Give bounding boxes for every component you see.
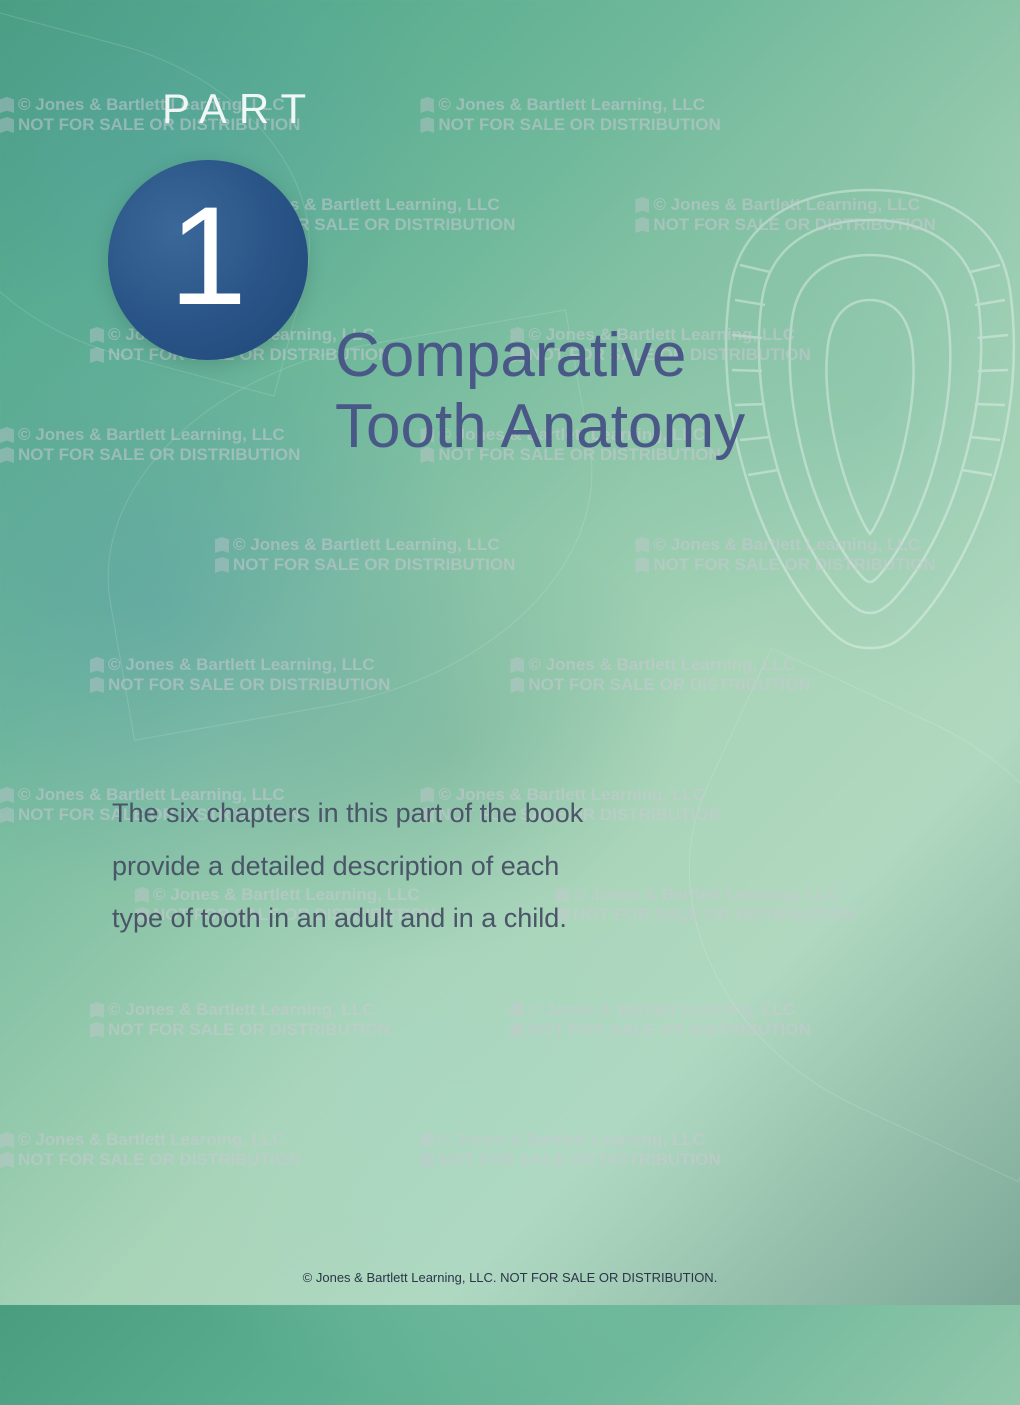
part-number-badge: 1 bbox=[108, 160, 308, 360]
part-title: Comparative Tooth Anatomy bbox=[335, 320, 745, 463]
footer-copyright: © Jones & Bartlett Learning, LLC. NOT FO… bbox=[0, 1270, 1020, 1285]
part-number: 1 bbox=[169, 186, 247, 326]
page-content: PART 1 Comparative Tooth Anatomy The six… bbox=[0, 0, 1020, 1305]
title-line-1: Comparative bbox=[335, 320, 745, 391]
title-line-2: Tooth Anatomy bbox=[335, 391, 745, 462]
part-label: PART bbox=[162, 85, 318, 133]
description-text: The six chapters in this part of the boo… bbox=[112, 787, 612, 945]
part-description: The six chapters in this part of the boo… bbox=[112, 787, 612, 945]
